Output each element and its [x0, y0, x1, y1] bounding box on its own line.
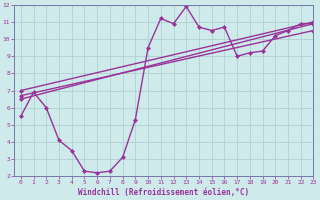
X-axis label: Windchill (Refroidissement éolien,°C): Windchill (Refroidissement éolien,°C) — [78, 188, 250, 197]
